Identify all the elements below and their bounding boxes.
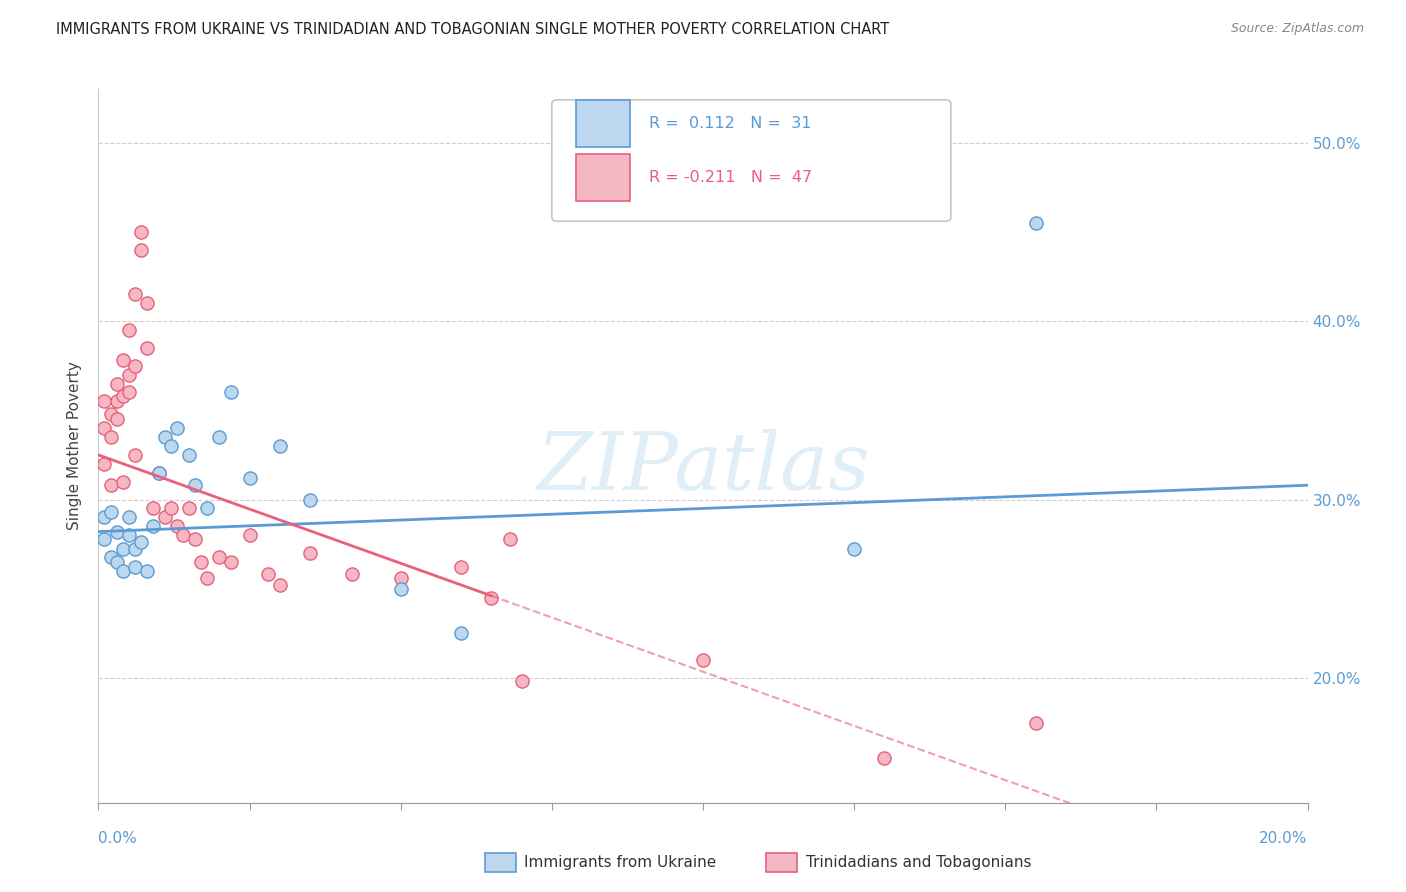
Point — [124, 287, 146, 301]
Point — [124, 560, 146, 574]
Point — [342, 567, 364, 582]
Point — [269, 578, 291, 592]
Text: Source: ZipAtlas.com: Source: ZipAtlas.com — [1230, 22, 1364, 36]
Point — [129, 535, 152, 549]
Point — [135, 341, 157, 355]
Point — [142, 519, 165, 533]
Point — [166, 519, 188, 533]
Point — [299, 546, 322, 560]
Point — [184, 532, 207, 546]
Point — [269, 439, 291, 453]
Point — [844, 542, 866, 557]
Point — [129, 225, 152, 239]
Point — [100, 505, 122, 519]
Point — [118, 528, 141, 542]
Text: Immigrants from Ukraine: Immigrants from Ukraine — [524, 855, 717, 870]
Point — [105, 412, 128, 426]
Point — [481, 591, 503, 605]
Text: R = -0.211   N =  47: R = -0.211 N = 47 — [648, 169, 811, 185]
Point — [179, 501, 201, 516]
Point — [148, 466, 170, 480]
Point — [148, 466, 170, 480]
Point — [510, 674, 533, 689]
Point — [160, 501, 183, 516]
Point — [692, 653, 714, 667]
Point — [179, 448, 201, 462]
Point — [93, 457, 115, 471]
Point — [93, 510, 115, 524]
Point — [195, 571, 218, 585]
Point — [135, 296, 157, 310]
Point — [142, 501, 165, 516]
Point — [1024, 216, 1046, 230]
Point — [389, 582, 412, 596]
Point — [93, 421, 115, 435]
Point — [105, 524, 128, 539]
Point — [190, 555, 212, 569]
Point — [105, 394, 128, 409]
Text: ZIPatlas: ZIPatlas — [536, 429, 870, 506]
Point — [118, 323, 141, 337]
Point — [135, 564, 157, 578]
Point — [93, 394, 115, 409]
Point — [111, 542, 134, 557]
Point — [118, 510, 141, 524]
Point — [118, 368, 141, 382]
Point — [256, 567, 278, 582]
Text: 20.0%: 20.0% — [1260, 831, 1308, 846]
Point — [153, 430, 176, 444]
Point — [299, 492, 322, 507]
Point — [239, 528, 262, 542]
Point — [100, 549, 122, 564]
Point — [153, 510, 176, 524]
Point — [111, 475, 134, 489]
Point — [105, 555, 128, 569]
Point — [873, 751, 896, 765]
Point — [166, 421, 188, 435]
Point — [111, 389, 134, 403]
Point — [129, 243, 152, 257]
Point — [195, 501, 218, 516]
Point — [450, 626, 472, 640]
FancyBboxPatch shape — [553, 100, 950, 221]
Point — [450, 560, 472, 574]
Point — [1024, 715, 1046, 730]
Point — [172, 528, 194, 542]
FancyBboxPatch shape — [576, 101, 630, 147]
Point — [100, 407, 122, 421]
Point — [221, 385, 243, 400]
Point — [160, 439, 183, 453]
Point — [498, 532, 520, 546]
Text: IMMIGRANTS FROM UKRAINE VS TRINIDADIAN AND TOBAGONIAN SINGLE MOTHER POVERTY CORR: IMMIGRANTS FROM UKRAINE VS TRINIDADIAN A… — [56, 22, 890, 37]
Text: Trinidadians and Tobagonians: Trinidadians and Tobagonians — [806, 855, 1031, 870]
Point — [124, 359, 146, 373]
Point — [184, 478, 207, 492]
Point — [111, 353, 134, 368]
Point — [111, 564, 134, 578]
Point — [100, 478, 122, 492]
Point — [389, 571, 412, 585]
Point — [93, 532, 115, 546]
Point — [118, 385, 141, 400]
Point — [208, 549, 231, 564]
Point — [124, 448, 146, 462]
Point — [208, 430, 231, 444]
Point — [124, 542, 146, 557]
Point — [100, 430, 122, 444]
Point — [239, 471, 262, 485]
Text: R =  0.112   N =  31: R = 0.112 N = 31 — [648, 116, 811, 131]
Y-axis label: Single Mother Poverty: Single Mother Poverty — [67, 361, 83, 531]
Point — [221, 555, 243, 569]
Point — [105, 376, 128, 391]
Text: 0.0%: 0.0% — [98, 831, 138, 846]
FancyBboxPatch shape — [576, 154, 630, 201]
